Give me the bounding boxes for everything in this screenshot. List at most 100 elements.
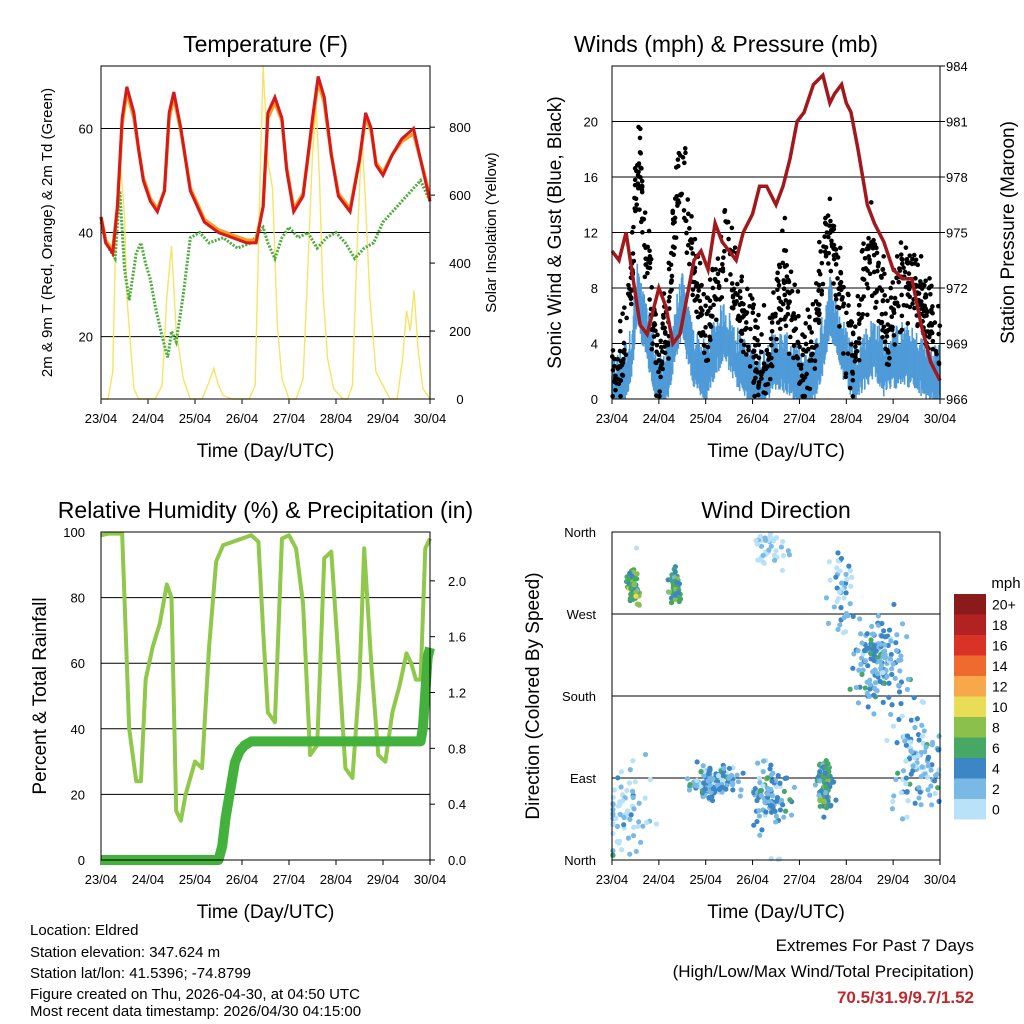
wind-direction-point: [936, 733, 942, 739]
gust-point: [751, 380, 756, 385]
gust-point: [926, 334, 932, 340]
legend-label: 16: [992, 637, 1008, 653]
gust-point: [810, 351, 815, 357]
gust-point: [905, 321, 911, 326]
wind-direction-point: [847, 568, 853, 574]
x-tick-label: 25/04: [689, 872, 722, 887]
y-tick-label-left: 100: [63, 525, 85, 540]
gust-point: [654, 342, 660, 348]
gust-point: [830, 244, 836, 249]
x-tick-label: 28/04: [320, 411, 353, 426]
x-tick-label: 24/04: [643, 872, 676, 887]
gust-point: [890, 280, 896, 285]
gust-point: [640, 230, 645, 235]
temp-2m-line: [99, 75, 432, 258]
wind-direction-point: [687, 782, 693, 788]
wind-direction-point: [632, 779, 638, 785]
gust-point: [816, 317, 821, 323]
gust-point: [672, 219, 677, 225]
wind-direction-point: [706, 795, 712, 801]
wind-direction-point: [823, 757, 829, 764]
gust-point: [833, 296, 839, 302]
x-axis-label-4: Time (Day/UTC): [707, 902, 845, 923]
legend-label: 0: [992, 801, 1000, 817]
wind-direction-point: [835, 550, 841, 556]
wind-direction-point: [631, 806, 637, 812]
y-tick-label-left: 20: [584, 115, 598, 130]
gust-point: [756, 342, 762, 348]
gust-point: [698, 311, 703, 316]
wind-direction-point: [780, 538, 786, 545]
gust-point: [636, 174, 641, 179]
gust-point: [634, 202, 640, 207]
gust-point: [876, 318, 882, 324]
gust-point: [889, 314, 895, 320]
gust-point: [919, 306, 925, 311]
wind-direction-point: [755, 760, 761, 766]
wind-direction-point: [882, 648, 888, 654]
wind-direction-point: [618, 784, 624, 790]
gust-point: [812, 358, 818, 364]
gust-point: [889, 327, 895, 332]
gust-point: [630, 251, 636, 256]
wind-direction-point: [896, 689, 903, 695]
gust-point: [848, 319, 854, 324]
wind-direction-point: [843, 580, 849, 586]
wind-direction-point: [767, 534, 773, 540]
gust-point: [918, 284, 923, 290]
gust-point: [660, 312, 666, 318]
gust-point: [733, 290, 738, 296]
gust-point: [717, 297, 723, 302]
gust-point: [648, 256, 654, 262]
gust-point: [906, 271, 912, 276]
wind-direction-point: [621, 822, 627, 828]
gust-point: [774, 336, 779, 342]
gust-point: [684, 230, 689, 236]
gust-point: [819, 288, 825, 294]
wind-direction-point: [904, 634, 910, 640]
wind-direction-point: [642, 751, 649, 758]
gust-point: [669, 279, 674, 284]
wind-direction-point: [730, 787, 736, 793]
wind-direction-point: [863, 646, 869, 653]
gust-point: [844, 310, 849, 316]
wind-direction-point: [923, 744, 929, 750]
gust-point: [803, 321, 809, 326]
gust-point: [826, 234, 831, 240]
wind-direction-point: [730, 780, 736, 786]
x-tick-label: 28/04: [320, 872, 353, 887]
gust-point: [710, 266, 715, 272]
wind-direction-point: [756, 813, 762, 819]
wind-direction-point: [756, 775, 763, 781]
x-tick-label: 23/04: [85, 872, 118, 887]
wind-direction-point: [753, 537, 759, 544]
gust-point: [677, 153, 683, 158]
wind-direction-point: [899, 621, 906, 627]
wind-direction-point: [781, 788, 787, 795]
gust-point: [797, 344, 802, 350]
gust-point: [904, 260, 910, 265]
legend-swatch: [954, 594, 986, 615]
gust-point: [769, 320, 775, 325]
gust-point: [911, 252, 917, 258]
wind-direction-point: [611, 787, 618, 793]
wind-direction-point: [676, 599, 682, 605]
gust-point: [822, 234, 827, 239]
gust-point: [898, 252, 904, 257]
gust-point: [771, 290, 776, 295]
gust-point: [695, 314, 701, 320]
x-tick-label: 26/04: [736, 411, 769, 426]
wind-direction-point: [843, 629, 849, 635]
gust-point: [665, 342, 671, 348]
gust-point: [739, 274, 745, 279]
wind-direction-point: [740, 770, 746, 776]
wind-direction-point: [647, 776, 653, 783]
wind-direction-point: [856, 667, 862, 673]
wind-direction-point: [674, 579, 680, 586]
gust-point: [759, 349, 764, 355]
gust-point: [885, 298, 890, 304]
gust-point: [753, 353, 759, 359]
legend-swatch: [954, 655, 986, 676]
chart-title-4: Wind Direction: [701, 497, 851, 523]
gust-point: [610, 367, 616, 373]
